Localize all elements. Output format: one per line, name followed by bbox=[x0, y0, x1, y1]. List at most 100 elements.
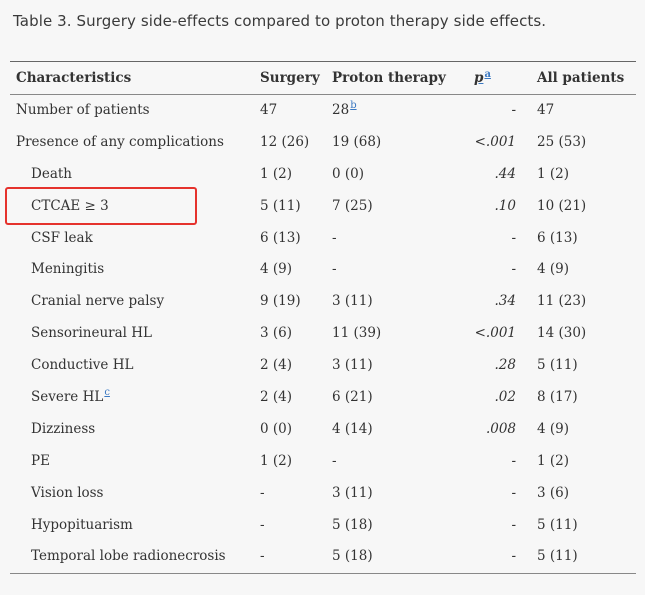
cell-p-value: - bbox=[511, 229, 516, 246]
cell-all-patients: 14 (30) bbox=[537, 325, 587, 342]
cell-proton-therapy: 0 (0) bbox=[332, 158, 460, 190]
characteristic-label: Meningitis bbox=[31, 261, 105, 278]
cell-surgery: 0 (0) bbox=[260, 420, 293, 437]
cell-surgery: 12 (26) bbox=[260, 133, 310, 150]
cell-proton-therapy: 28b bbox=[332, 94, 460, 126]
cell-characteristic: CTCAE ≥ 3 bbox=[10, 190, 260, 222]
cell-all-patients: 5 (11) bbox=[537, 357, 578, 374]
footnote-a-link[interactable]: a bbox=[484, 68, 491, 80]
cell-all-patients: 5 (11) bbox=[537, 548, 578, 565]
cell-surgery: 5 (11) bbox=[260, 197, 301, 214]
cell-surgery: 2 (4) bbox=[260, 357, 293, 374]
cell-characteristic: PE bbox=[10, 445, 260, 477]
characteristic-label: Death bbox=[31, 165, 72, 182]
cell-all-patients: 1 (2) bbox=[537, 165, 570, 182]
header-all-patients: All patients bbox=[537, 70, 625, 86]
cell-characteristic: Dizziness bbox=[10, 413, 260, 445]
cell-characteristic: Severe HLc bbox=[10, 381, 260, 413]
proton-value: 19 (68) bbox=[332, 133, 382, 150]
cell-characteristic: Hypopituarism bbox=[10, 509, 260, 541]
cell-surgery: 2 (4) bbox=[260, 388, 293, 405]
cell-proton-therapy: 5 (18) bbox=[332, 509, 460, 541]
proton-value: - bbox=[332, 261, 337, 278]
cell-surgery: 4 (9) bbox=[260, 261, 293, 278]
header-characteristics: Characteristics bbox=[16, 70, 132, 86]
header-p-value: pa bbox=[460, 62, 537, 94]
proton-value: 5 (18) bbox=[332, 548, 373, 565]
proton-value: - bbox=[332, 229, 337, 246]
proton-value: - bbox=[332, 452, 337, 469]
cell-proton-therapy: 7 (25) bbox=[332, 190, 460, 222]
cell-characteristic: Sensorineural HL bbox=[10, 317, 260, 349]
cell-proton-therapy: 3 (11) bbox=[332, 349, 460, 381]
characteristic-label: Dizziness bbox=[31, 420, 96, 437]
header-surgery: Surgery bbox=[260, 70, 320, 86]
cell-p-value: .34 bbox=[494, 293, 516, 310]
cell-surgery: - bbox=[260, 484, 265, 501]
cell-proton-therapy: - bbox=[332, 445, 460, 477]
cell-all-patients: 10 (21) bbox=[537, 197, 587, 214]
cell-all-patients: 8 (17) bbox=[537, 388, 578, 405]
proton-value: 6 (21) bbox=[332, 388, 373, 405]
characteristic-label: Temporal lobe radionecrosis bbox=[31, 548, 226, 565]
cell-characteristic: Vision loss bbox=[10, 477, 260, 509]
cell-surgery: 1 (2) bbox=[260, 452, 293, 469]
table-row: Cranial nerve palsy 9 (19) 3 (11) .34 11 (23… bbox=[10, 285, 636, 317]
proton-value: 5 (18) bbox=[332, 516, 373, 533]
table-row: CTCAE ≥ 3 5 (11) 7 (25) .10 10 (21) bbox=[10, 190, 636, 222]
cell-proton-therapy: 11 (39) bbox=[332, 317, 460, 349]
cell-proton-therapy: 19 (68) bbox=[332, 126, 460, 158]
cell-p-value: - bbox=[511, 484, 516, 501]
cell-all-patients: 4 (9) bbox=[537, 261, 570, 278]
table-row: CSF leak 6 (13) - - 6 (13) bbox=[10, 222, 636, 254]
table-row: Hypopituarism - 5 (18) - 5 (11) bbox=[10, 509, 636, 541]
cell-characteristic: Meningitis bbox=[10, 253, 260, 285]
table-caption: Table 3. Surgery side-effects compared t… bbox=[13, 12, 547, 30]
cell-p-value: - bbox=[511, 261, 516, 278]
cell-proton-therapy: 5 (18) bbox=[332, 540, 460, 572]
characteristic-label: Severe HL bbox=[31, 388, 104, 405]
table-row: Temporal lobe radionecrosis - 5 (18) - 5 (11… bbox=[10, 540, 636, 572]
cell-p-value: <.001 bbox=[474, 325, 516, 342]
table-bottom-rule bbox=[10, 573, 636, 574]
cell-surgery: 1 (2) bbox=[260, 165, 293, 182]
table-row: Meningitis 4 (9) - - 4 (9) bbox=[10, 253, 636, 285]
proton-value: 7 (25) bbox=[332, 197, 373, 214]
table-header-row: Characteristics Surgery Proton therapy p… bbox=[10, 62, 636, 94]
cell-characteristic: CSF leak bbox=[10, 222, 260, 254]
cell-characteristic: Temporal lobe radionecrosis bbox=[10, 540, 260, 572]
characteristic-label: Presence of any complications bbox=[16, 133, 224, 150]
cell-proton-therapy: - bbox=[332, 222, 460, 254]
table-header-rule bbox=[10, 94, 636, 95]
characteristic-label: PE bbox=[31, 452, 50, 469]
proton-value: 11 (39) bbox=[332, 325, 382, 342]
cell-proton-therapy: - bbox=[332, 253, 460, 285]
cell-surgery: - bbox=[260, 516, 265, 533]
side-effects-table: Characteristics Surgery Proton therapy p… bbox=[10, 62, 636, 572]
cell-p-value: .10 bbox=[494, 197, 516, 214]
cell-all-patients: 47 bbox=[537, 101, 555, 118]
cell-proton-therapy: 4 (14) bbox=[332, 413, 460, 445]
cell-surgery: 9 (19) bbox=[260, 293, 301, 310]
cell-p-value: <.001 bbox=[474, 133, 516, 150]
cell-all-patients: 6 (13) bbox=[537, 229, 578, 246]
cell-all-patients: 11 (23) bbox=[537, 293, 587, 310]
cell-p-value: .008 bbox=[485, 420, 516, 437]
cell-surgery: 6 (13) bbox=[260, 229, 301, 246]
table-row: Dizziness 0 (0) 4 (14) .008 4 (9) bbox=[10, 413, 636, 445]
table-top-rule bbox=[10, 61, 636, 62]
proton-value: 3 (11) bbox=[332, 484, 373, 501]
table-row: Severe HLc 2 (4) 6 (21) .02 8 (17) bbox=[10, 381, 636, 413]
footnote-b-link[interactable]: b bbox=[350, 100, 357, 112]
proton-value: 3 (11) bbox=[332, 293, 373, 310]
proton-value: 4 (14) bbox=[332, 420, 373, 437]
cell-p-value: - bbox=[511, 101, 516, 118]
table-row: Death 1 (2) 0 (0) .44 1 (2) bbox=[10, 158, 636, 190]
cell-p-value: .44 bbox=[494, 165, 516, 182]
footnote-c-link[interactable]: c bbox=[104, 387, 110, 399]
characteristic-label: CTCAE ≥ 3 bbox=[31, 197, 109, 214]
table-body: Number of patients 47 28b - 47 Presence of an… bbox=[10, 94, 636, 572]
cell-p-value: .02 bbox=[494, 388, 516, 405]
characteristic-label: Sensorineural HL bbox=[31, 325, 152, 342]
characteristic-label: Hypopituarism bbox=[31, 516, 133, 533]
